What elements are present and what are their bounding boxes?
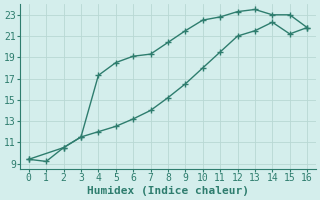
X-axis label: Humidex (Indice chaleur): Humidex (Indice chaleur) xyxy=(87,186,249,196)
